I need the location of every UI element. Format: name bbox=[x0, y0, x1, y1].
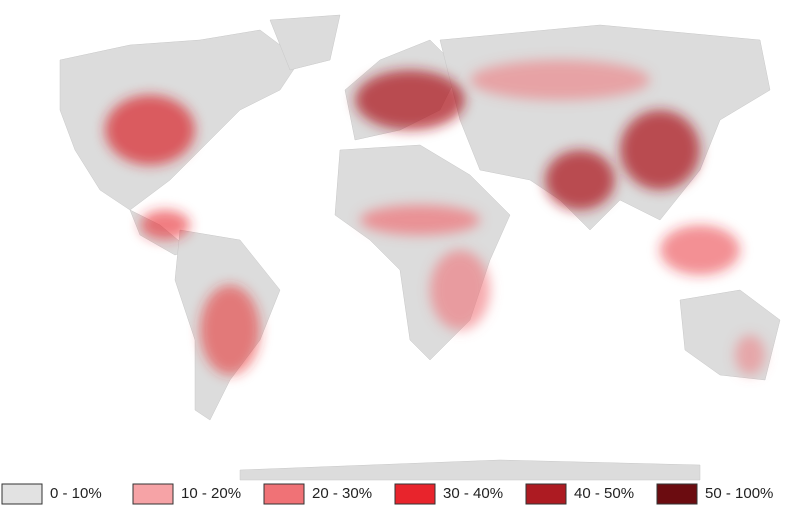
legend-label: 20 - 30% bbox=[312, 485, 372, 502]
legend-swatch bbox=[1, 483, 43, 505]
legend-swatch bbox=[394, 483, 436, 505]
legend-label: 40 - 50% bbox=[574, 485, 634, 502]
legend-swatch bbox=[525, 483, 567, 505]
legend-label: 30 - 40% bbox=[443, 485, 503, 502]
legend-label: 0 - 10% bbox=[50, 485, 102, 502]
legend-swatch bbox=[132, 483, 174, 505]
legend-swatch bbox=[263, 483, 305, 505]
legend-swatch bbox=[656, 483, 698, 505]
legend-label: 10 - 20% bbox=[181, 485, 241, 502]
legend-label: 50 - 100% bbox=[705, 485, 773, 502]
density-shading bbox=[105, 60, 765, 375]
legend: 0 - 10% 10 - 20% 20 - 30% 30 - 40% 40 - 50% 5… bbox=[1, 483, 773, 505]
